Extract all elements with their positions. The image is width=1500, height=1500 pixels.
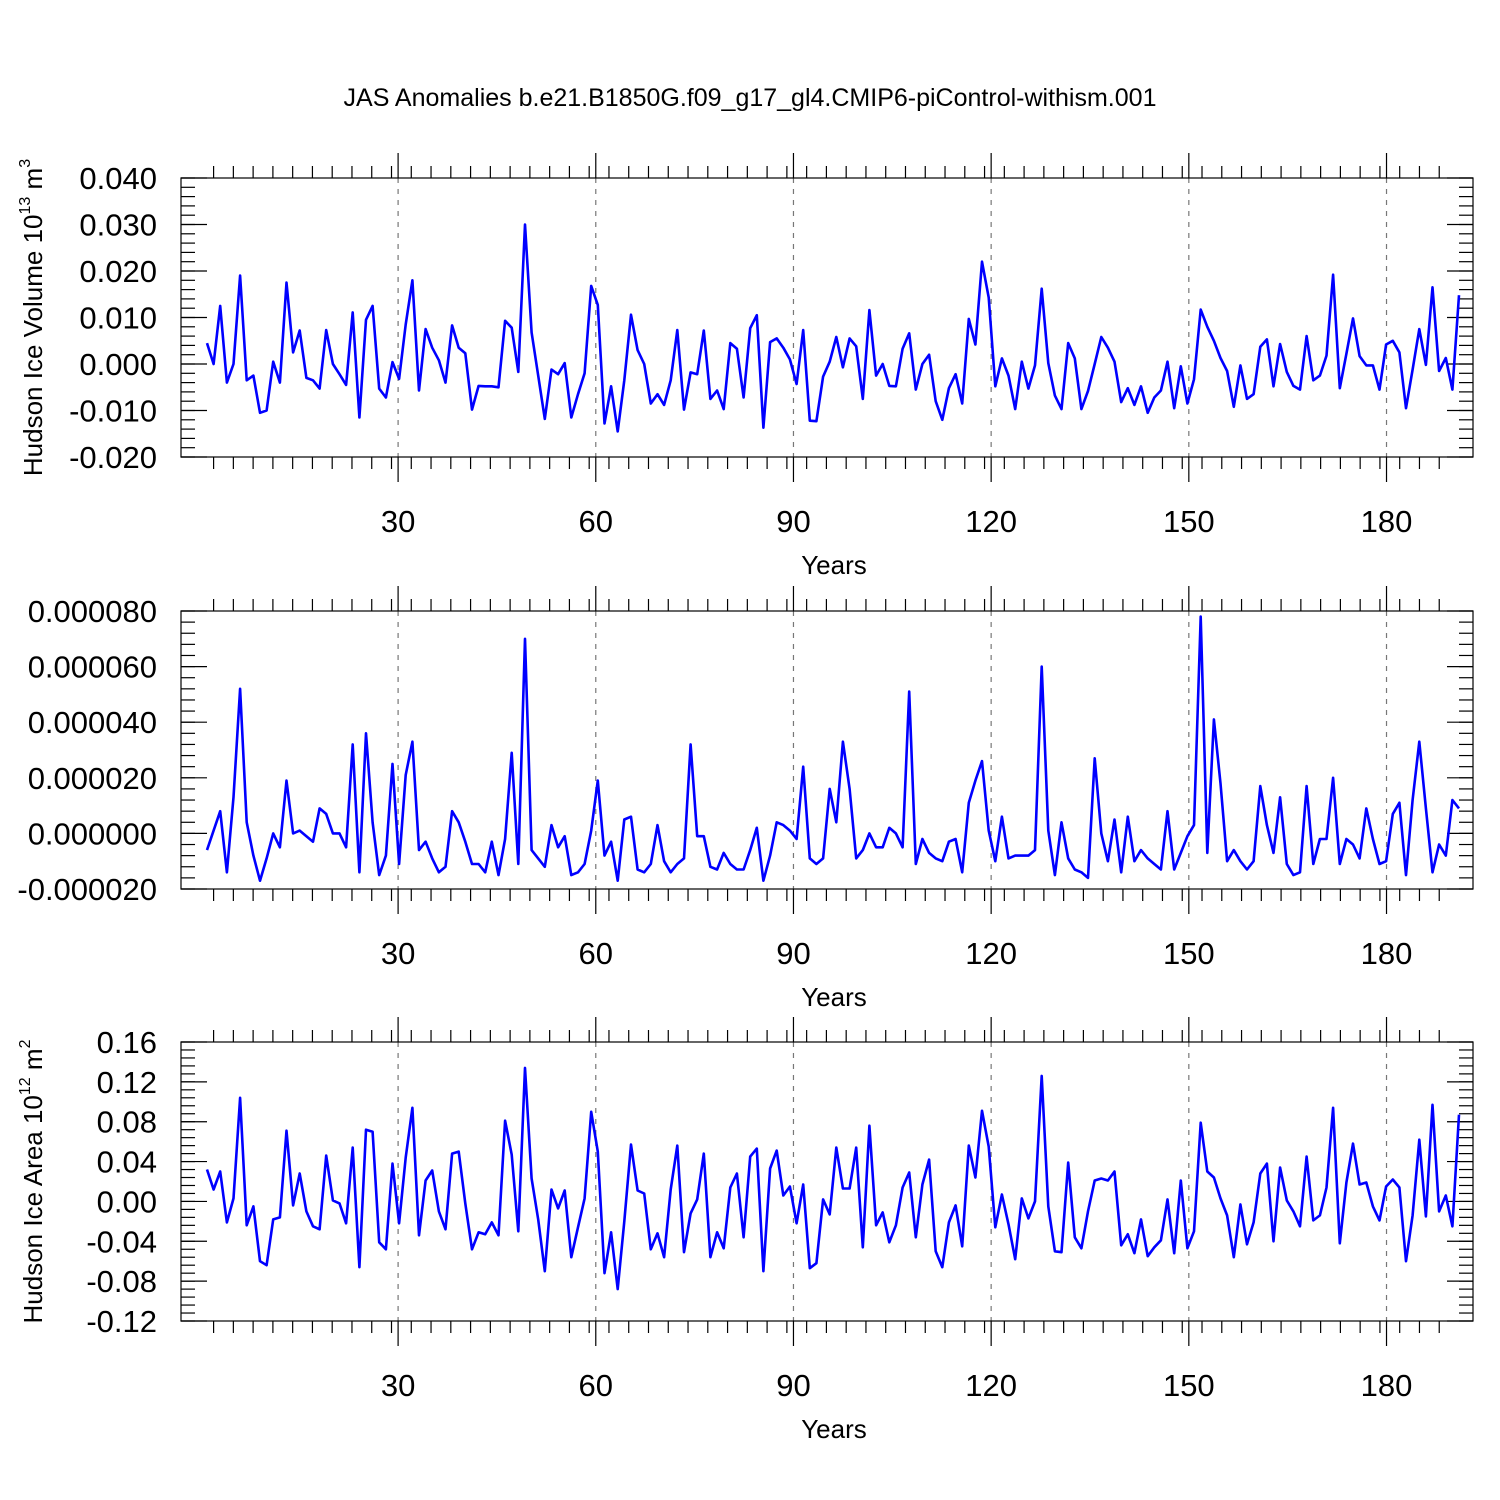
y-axis-title: Hudson Ice Volume 1013 m3 xyxy=(17,159,48,476)
y-axis-title-text: Hudson Ice Area 10 xyxy=(18,1095,48,1323)
y-tick-label: 0.040 xyxy=(79,161,157,196)
y-axis-title-unit: m xyxy=(18,1048,48,1077)
x-axis-title: Years xyxy=(801,550,867,580)
x-tick-label: 180 xyxy=(1361,504,1413,539)
chart-title: JAS Anomalies b.e21.B1850G.f09_g17_gl4.C… xyxy=(344,84,1157,112)
x-tick-label: 180 xyxy=(1361,1368,1413,1403)
y-tick-label: 0.00 xyxy=(97,1184,157,1219)
y-tick-label: 0.000060 xyxy=(28,650,157,685)
panel-3: -0.12 -0.08 -0.04 0.00 0.04 0.08 0.12 0.16 30 60 9… xyxy=(17,1017,1474,1444)
y-tick-label: 0.000080 xyxy=(28,594,157,629)
x-tick-label: 150 xyxy=(1163,936,1215,971)
x-tick-label: 150 xyxy=(1163,1368,1215,1403)
x-tick-label: 180 xyxy=(1361,936,1413,971)
y-axis-title-exponent: 13 xyxy=(17,197,34,215)
x-tick-label: 150 xyxy=(1163,504,1215,539)
y-tick-label: -0.020 xyxy=(69,440,157,475)
panel-2: -0.000020 0.000000 0.000020 0.000040 0.00006… xyxy=(17,586,1474,1012)
panel-1: -0.020 -0.010 0.000 0.010 0.020 0.030 0.040 30 6… xyxy=(17,153,1474,580)
x-tick-label: 90 xyxy=(776,936,810,971)
y-tick-label: -0.12 xyxy=(86,1304,157,1339)
y-tick-label: -0.04 xyxy=(86,1224,157,1259)
y-axis-title: Hudson Ice Area 1012 m2 xyxy=(17,1039,48,1323)
y-tick-label: -0.08 xyxy=(86,1264,157,1299)
x-tick-label: 30 xyxy=(381,504,415,539)
x-tick-label: 120 xyxy=(965,504,1017,539)
y-tick-label: 0.000020 xyxy=(28,761,157,796)
y-axis-title-unit-exponent: 3 xyxy=(17,159,34,168)
y-tick-label: 0.030 xyxy=(79,208,157,243)
y-tick-label: 0.020 xyxy=(79,254,157,289)
y-tick-label: 0.000 xyxy=(79,347,157,382)
y-tick-label: 0.000040 xyxy=(28,705,157,740)
y-axis-title-exponent: 12 xyxy=(17,1077,34,1095)
y-tick-label: 0.16 xyxy=(97,1025,157,1060)
x-axis-title: Years xyxy=(801,1414,867,1444)
series-line xyxy=(205,223,1461,433)
panels: -0.020 -0.010 0.000 0.010 0.020 0.030 0.040 30 6… xyxy=(17,153,1474,1444)
x-tick-label: 60 xyxy=(579,504,613,539)
y-tick-label: 0.12 xyxy=(97,1065,157,1100)
y-tick-label: 0.000000 xyxy=(28,816,157,851)
x-tick-label: 60 xyxy=(579,936,613,971)
x-tick-label: 30 xyxy=(381,936,415,971)
y-tick-label: -0.010 xyxy=(69,394,157,429)
y-axis-title-text: Hudson Ice Volume 10 xyxy=(18,214,48,476)
y-axis-title-unit: m xyxy=(18,168,48,197)
y-tick-label: 0.04 xyxy=(97,1145,157,1180)
x-tick-label: 120 xyxy=(965,936,1017,971)
x-tick-label: 120 xyxy=(965,1368,1017,1403)
y-tick-label: 0.08 xyxy=(97,1105,157,1140)
y-tick-label: 0.010 xyxy=(79,301,157,336)
x-tick-label: 90 xyxy=(776,1368,810,1403)
x-axis-title: Years xyxy=(801,982,867,1012)
x-tick-label: 30 xyxy=(381,1368,415,1403)
x-tick-label: 60 xyxy=(579,1368,613,1403)
y-tick-label: -0.000020 xyxy=(17,872,157,907)
y-axis-title-unit-exponent: 2 xyxy=(17,1039,34,1048)
series-line xyxy=(205,615,1461,883)
series-line xyxy=(205,1066,1461,1291)
x-tick-label: 90 xyxy=(776,504,810,539)
